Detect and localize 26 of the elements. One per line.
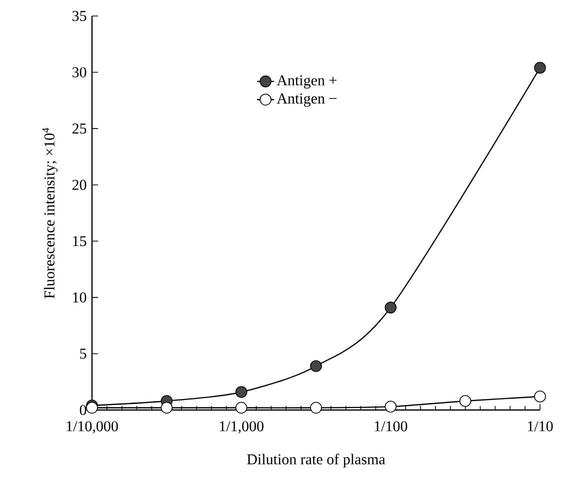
point (86, 402, 98, 414)
x-tick-label: 1/10 (528, 421, 553, 432)
y-tick-label: 5 (80, 348, 86, 359)
legend-label: Antigen − (276, 94, 336, 107)
point (235, 386, 248, 398)
x-tick-label: 1/1,000 (220, 421, 264, 434)
point (310, 402, 322, 414)
y-tick-label: 35 (72, 10, 86, 22)
point (459, 395, 472, 407)
point (160, 402, 173, 414)
y-tick-label: 30 (72, 67, 86, 78)
y-tick-label: 25 (72, 124, 86, 134)
y-axis-title: Fluorescence intensity; ×10$^{4}$ (42, 128, 58, 298)
point (534, 62, 546, 74)
point (235, 402, 248, 414)
point (384, 302, 397, 314)
x-tick-label: 1/10,000 (66, 421, 118, 434)
point (384, 400, 397, 413)
legend-label: Antigen + (276, 75, 336, 89)
x-axis-title: Dilution rate of plasma (247, 454, 386, 468)
x-tick-label: 1/100 (374, 421, 408, 432)
y-tick-label: 15 (73, 236, 86, 246)
point (310, 360, 322, 372)
y-tick-label: 0 (80, 404, 86, 416)
y-tick-label: 20 (72, 180, 86, 190)
y-tick-label: 10 (73, 292, 86, 302)
